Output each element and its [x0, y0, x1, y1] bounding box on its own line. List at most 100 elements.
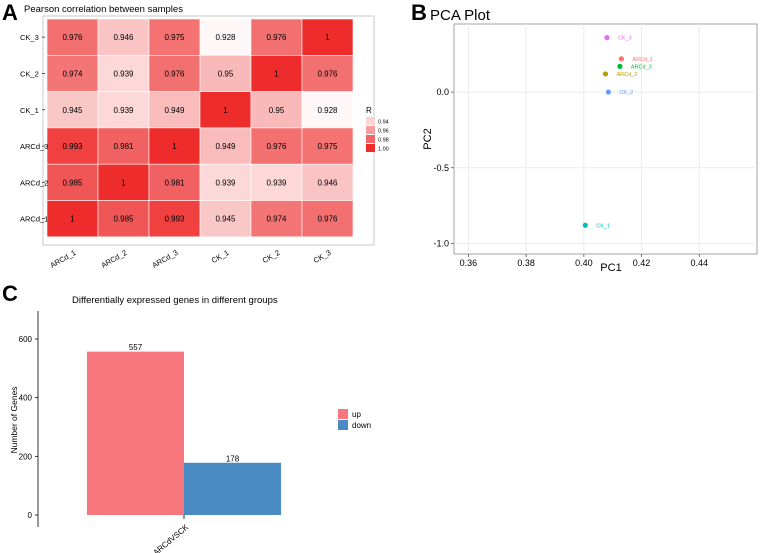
- pca-x-tick-label: 0.42: [633, 258, 651, 268]
- legend-swatch: [366, 117, 375, 125]
- heatmap-row-label: ARCd_3: [20, 142, 48, 151]
- heatmap-row-label: CK_1: [20, 106, 39, 115]
- heatmap-cell-value: 1: [172, 142, 177, 151]
- pca-panel: PCA Plot 0.36 0.38 0.40 0.42 0.44 -1.0 -0.5 0.0…: [422, 7, 758, 274]
- legend-swatch: [366, 126, 375, 134]
- heatmap-cell-value: 1: [223, 106, 228, 115]
- pca-y-tick-label: -0.5: [433, 163, 449, 173]
- heatmap-cell-value: 1: [121, 178, 126, 187]
- heatmap-cell: [148, 163, 201, 201]
- pca-point: [617, 63, 623, 69]
- heatmap-row-label: ARCd_2: [20, 178, 48, 187]
- bar-y-ticks: 0 200 400 600: [19, 335, 38, 520]
- heatmap-cell: [301, 18, 354, 56]
- heatmap-cell-value: 0.976: [62, 33, 83, 42]
- panel-c-letter: C: [2, 281, 18, 306]
- heatmap-cell: [199, 18, 252, 56]
- bar-title: Differentially expressed genes in differ…: [72, 295, 278, 306]
- legend-tick: 0.94: [378, 120, 389, 126]
- heatmap-cell-value: 0.95: [269, 106, 285, 115]
- heatmap-cell: [301, 163, 354, 201]
- bar-value-label: 557: [129, 343, 143, 352]
- heatmap-column-label: ARCd_2: [99, 248, 128, 270]
- pca-point: [604, 35, 610, 41]
- bar-y-tick-label: 400: [19, 394, 33, 403]
- heatmap-cell-value: 1: [274, 69, 279, 78]
- heatmap-cell: [148, 127, 201, 165]
- heatmap-cell-value: 0.946: [317, 178, 338, 187]
- heatmap-cell: [46, 200, 99, 238]
- heatmap-cell-value: 0.939: [215, 178, 236, 187]
- heatmap-cell: [148, 54, 201, 92]
- bar-legend: up down: [338, 409, 371, 430]
- heatmap-cell-value: 0.939: [113, 106, 134, 115]
- bar-value-label: 178: [226, 454, 240, 463]
- legend-tick: 0.96: [378, 129, 389, 135]
- heatmap-cell-value: 0.945: [62, 106, 83, 115]
- bar-legend-swatch: [338, 420, 348, 430]
- heatmap-cell: [97, 200, 150, 238]
- heatmap-column-labels: ARCd_1 ARCd_2 ARCd_3 CK_1 CK_2 CK_3: [48, 248, 332, 270]
- heatmap-cell-value: 0.993: [164, 215, 185, 224]
- pca-point-label: ARCd_1: [632, 57, 653, 63]
- pca-point: [602, 71, 609, 77]
- pca-point-label: CK_1: [596, 223, 610, 229]
- heatmap-row-label: ARCd_1: [20, 215, 48, 224]
- heatmap-cell: [148, 91, 201, 129]
- heatmap-panel: Pearson correlation between samples 0.97…: [20, 4, 389, 270]
- pca-point: [582, 222, 588, 228]
- heatmap-cell-value: 0.946: [113, 33, 134, 42]
- pca-plot-area: [453, 23, 758, 255]
- pca-point-label: ARCd_2: [617, 72, 638, 78]
- heatmap-cell: [97, 163, 150, 201]
- heatmap-cell: [250, 127, 303, 165]
- heatmap-cell-value: 0.981: [164, 178, 185, 187]
- pca-point-label: CK_3: [618, 36, 632, 42]
- heatmap-column-label: ARCd_3: [150, 248, 179, 270]
- legend-title: R: [366, 106, 372, 115]
- heatmap-cell-value: 0.976: [317, 69, 338, 78]
- heatmap-cell-value: 1: [325, 33, 330, 42]
- heatmap-cell-value: 0.993: [62, 142, 83, 151]
- heatmap-cell-value: 0.945: [215, 215, 236, 224]
- legend-swatch: [366, 135, 375, 143]
- heatmap-cell: [301, 91, 354, 129]
- heatmap-row-label: CK_2: [20, 69, 39, 78]
- heatmap-column-label: CK_2: [261, 248, 282, 265]
- pca-y-tick-label: -1.0: [433, 238, 449, 248]
- bar-y-label: Number of Genes: [9, 386, 19, 453]
- heatmap-cell: [250, 91, 303, 129]
- pca-x-label: PC1: [600, 262, 621, 274]
- heatmap-cell-value: 0.976: [266, 142, 287, 151]
- heatmap-cell: [199, 54, 252, 92]
- panel-b-letter: B: [411, 0, 427, 25]
- bar-y-tick-label: 0: [28, 511, 33, 520]
- pca-y-tick-label: 0.0: [436, 87, 449, 97]
- legend-swatch: [366, 144, 375, 152]
- heatmap-legend: R 0.94 0.96 0.98 1.00: [366, 106, 389, 153]
- heatmap-cell-value: 0.976: [266, 33, 287, 42]
- legend-tick: 1.00: [378, 147, 389, 153]
- heatmap-cell: [301, 54, 354, 92]
- heatmap-row-label: CK_3: [20, 33, 39, 42]
- bar-y-tick-label: 600: [19, 335, 33, 344]
- heatmap-cell-value: 0.95: [218, 69, 234, 78]
- pca-x-tick-label: 0.38: [517, 258, 535, 268]
- heatmap-cell: [250, 163, 303, 201]
- heatmap-cell: [199, 91, 252, 129]
- heatmap-cell-value: 0.939: [113, 69, 134, 78]
- heatmap-cell: [301, 200, 354, 238]
- heatmap-cell-value: 0.985: [113, 215, 134, 224]
- heatmap-cell-value: 0.974: [266, 215, 287, 224]
- pca-x-tick-label: 0.40: [575, 258, 593, 268]
- heatmap-title: Pearson correlation between samples: [24, 4, 183, 15]
- bar-marks: 557 178 ARCdVSCK: [87, 343, 281, 553]
- heatmap-cell-value: 0.976: [317, 215, 338, 224]
- heatmap-cell-value: 0.981: [113, 142, 134, 151]
- heatmap-column-label: ARCd_1: [48, 248, 77, 270]
- heatmap-cell: [199, 127, 252, 165]
- pca-point-label: CK_2: [619, 90, 633, 96]
- bar-category-label: ARCdVSCK: [151, 522, 190, 553]
